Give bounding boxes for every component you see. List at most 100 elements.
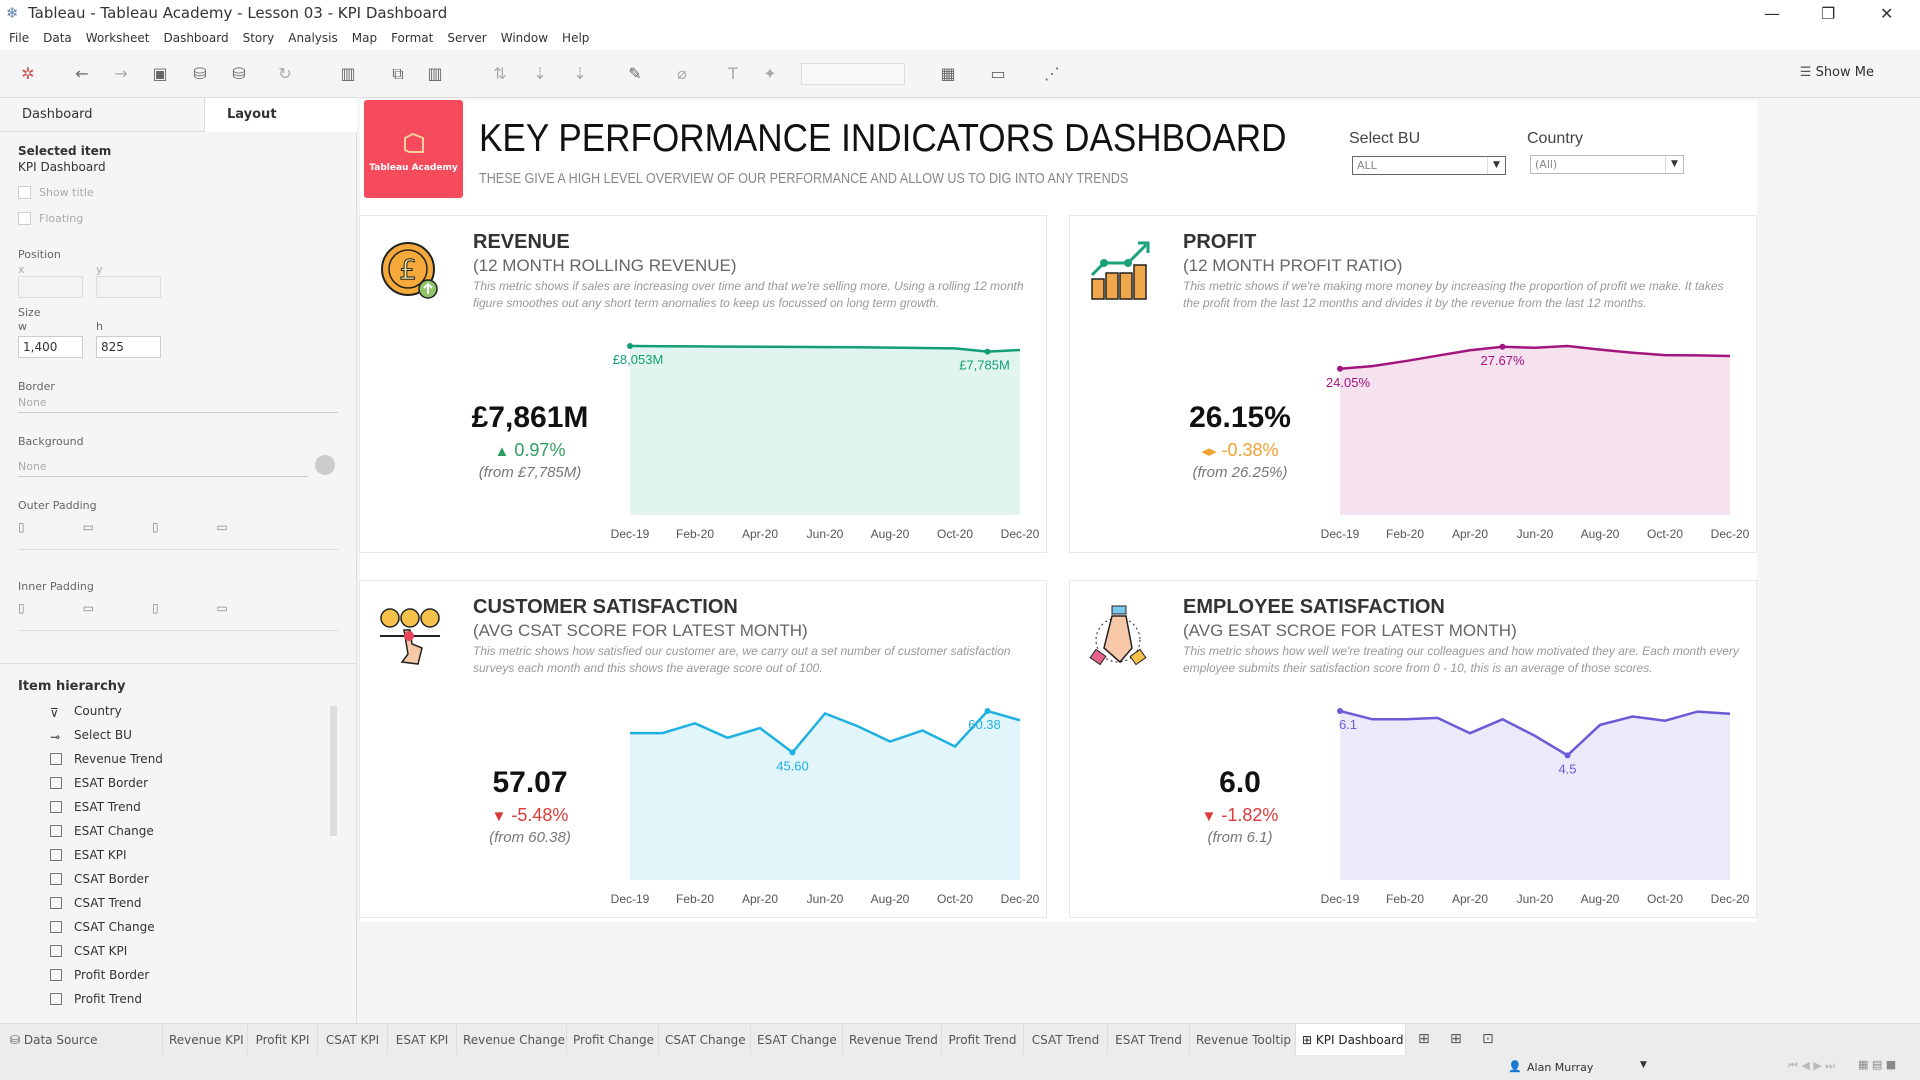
sheet-tab[interactable]: Profit KPI xyxy=(248,1024,318,1056)
data-point[interactable] xyxy=(1564,752,1571,759)
menu-file[interactable]: File xyxy=(9,31,30,45)
group-icon[interactable]: ⌀ xyxy=(677,64,687,83)
restore-button[interactable]: ❐ xyxy=(1821,4,1836,23)
country-dropdown[interactable]: (All) ▼ xyxy=(1530,155,1684,174)
show-title-checkbox[interactable] xyxy=(18,186,31,199)
hierarchy-item[interactable]: Profit Border xyxy=(50,968,149,982)
clear-sheet-icon[interactable]: ▥ xyxy=(427,64,443,83)
view-toggle-icons[interactable]: ▦ ▤ ■ xyxy=(1858,1058,1897,1071)
data-point[interactable] xyxy=(1337,708,1343,714)
data-point[interactable] xyxy=(984,708,991,714)
position-x-input[interactable] xyxy=(18,276,83,298)
new-story-tab-icon[interactable]: ⊡ xyxy=(1482,1031,1494,1047)
outer-padding-controls[interactable]: ▯▭▯▭ xyxy=(18,520,338,550)
trend-line[interactable] xyxy=(1339,344,1731,371)
hierarchy-item[interactable]: Profit Trend xyxy=(50,992,142,1006)
data-point[interactable] xyxy=(984,348,991,355)
tableau-home-icon[interactable]: ✲ xyxy=(21,64,35,83)
hierarchy-item[interactable]: Revenue Trend xyxy=(50,752,163,766)
menu-worksheet[interactable]: Worksheet xyxy=(85,31,150,45)
data-point[interactable] xyxy=(1499,343,1506,350)
trend-line[interactable] xyxy=(630,709,1021,755)
data-point[interactable] xyxy=(1337,365,1343,372)
sheet-tab[interactable]: CSAT Trend xyxy=(1024,1024,1108,1056)
labels-icon[interactable]: T xyxy=(728,64,738,83)
show-me-button[interactable]: ☰ Show Me xyxy=(1799,65,1874,80)
trend-line[interactable] xyxy=(629,344,1021,353)
new-datasource-icon[interactable]: ⛁ xyxy=(193,64,207,83)
fit-dropdown[interactable] xyxy=(801,63,905,85)
inner-padding-controls[interactable]: ▯▭▯▭ xyxy=(18,601,338,631)
width-input[interactable]: 1,400 xyxy=(18,336,83,358)
swap-icon[interactable]: ⇅ xyxy=(493,64,507,83)
menu-analysis[interactable]: Analysis xyxy=(288,31,338,45)
hierarchy-item[interactable]: ESAT Border xyxy=(50,776,148,790)
hierarchy-item[interactable]: CSAT Trend xyxy=(50,896,141,910)
back-icon[interactable]: ← xyxy=(75,64,89,83)
sheet-tab[interactable]: CSAT Change xyxy=(659,1024,751,1056)
hierarchy-item[interactable]: CSAT Change xyxy=(50,920,155,934)
show-cards-icon[interactable]: ▦ xyxy=(940,64,956,83)
refresh-icon[interactable]: ↻ xyxy=(278,64,292,83)
height-input[interactable]: 825 xyxy=(96,336,161,358)
sheet-tab[interactable]: ESAT Trend xyxy=(1108,1024,1190,1056)
sheet-tab[interactable]: CSAT KPI xyxy=(318,1024,388,1056)
pause-updates-icon[interactable]: ⛁ xyxy=(232,64,246,83)
sheet-tab[interactable]: Revenue Change xyxy=(457,1024,567,1056)
menu-map[interactable]: Map xyxy=(351,31,378,45)
hierarchy-item[interactable]: ESAT KPI xyxy=(50,848,127,862)
menu-server[interactable]: Server xyxy=(447,31,487,45)
duplicate-sheet-icon[interactable]: ⧉ xyxy=(392,64,404,83)
menu-format[interactable]: Format xyxy=(391,31,434,45)
floating-checkbox[interactable] xyxy=(18,212,31,225)
border-dropdown[interactable]: None xyxy=(18,396,338,413)
new-dashboard-tab-icon[interactable]: ⊞ xyxy=(1450,1031,1462,1047)
menu-dashboard[interactable]: Dashboard xyxy=(163,31,229,45)
background-color-swatch[interactable] xyxy=(315,455,335,475)
save-icon[interactable]: ▣ xyxy=(152,64,168,83)
tab-layout[interactable]: Layout xyxy=(205,98,357,132)
sheet-tab[interactable]: ESAT KPI xyxy=(388,1024,457,1056)
sheet-tab[interactable]: ESAT Change xyxy=(751,1024,843,1056)
x-tick-label: Jun-20 xyxy=(1517,527,1554,541)
sheet-tab[interactable]: Profit Change xyxy=(567,1024,659,1056)
pin-icon[interactable]: ✦ xyxy=(763,64,777,83)
background-dropdown[interactable]: None xyxy=(18,460,308,477)
close-button[interactable]: ✕ xyxy=(1880,4,1894,23)
sort-desc-icon[interactable]: ⇣ xyxy=(573,64,587,83)
select-bu-dropdown[interactable]: ALL ▼ xyxy=(1352,156,1506,175)
user-menu-chevron-icon[interactable]: ▼ xyxy=(1640,1060,1647,1070)
sort-asc-icon[interactable]: ⇣ xyxy=(533,64,547,83)
menu-data[interactable]: Data xyxy=(43,31,72,45)
sheet-tab[interactable]: Revenue Tooltip xyxy=(1190,1024,1296,1056)
sheet-nav-icons[interactable]: ⏮ ◀ ▶ ⏭ xyxy=(1788,1059,1836,1072)
menu-help[interactable]: Help xyxy=(562,31,590,45)
new-worksheet-icon[interactable]: ▥ xyxy=(340,64,356,83)
forward-icon[interactable]: → xyxy=(114,64,128,83)
trend-line[interactable] xyxy=(1339,709,1731,757)
hierarchy-item[interactable]: ESAT Change xyxy=(50,824,154,838)
presentation-icon[interactable]: ▭ xyxy=(990,64,1006,83)
new-worksheet-tab-icon[interactable]: ⊞ xyxy=(1418,1031,1430,1047)
hierarchy-scrollbar[interactable] xyxy=(330,706,337,836)
tab-dashboard[interactable]: Dashboard xyxy=(0,98,205,132)
hierarchy-item[interactable]: ⊸ Select BU xyxy=(50,728,132,744)
sheet-tab[interactable]: ⊞ KPI Dashboard xyxy=(1296,1024,1406,1056)
sheet-tab[interactable]: Revenue KPI xyxy=(163,1024,248,1056)
data-source-tab[interactable]: ⛁ Data Source xyxy=(0,1024,163,1056)
position-y-input[interactable] xyxy=(96,276,161,298)
menu-story[interactable]: Story xyxy=(242,31,275,45)
hierarchy-item[interactable]: ⊽ Country xyxy=(50,704,122,720)
data-point[interactable] xyxy=(627,343,633,349)
share-icon[interactable]: ⋰ xyxy=(1044,64,1060,83)
hierarchy-item[interactable]: CSAT KPI xyxy=(50,944,127,958)
data-point[interactable] xyxy=(789,749,796,756)
profit-trend-chart: 24.05% 27.67% Dec-19 Feb-20 Apr-20 Jun-20 Aug-… xyxy=(1321,343,1750,541)
sheet-tab[interactable]: Profit Trend xyxy=(942,1024,1024,1056)
hierarchy-item[interactable]: ESAT Trend xyxy=(50,800,141,814)
hierarchy-item[interactable]: CSAT Border xyxy=(50,872,149,886)
minimize-button[interactable]: — xyxy=(1764,4,1780,23)
highlight-icon[interactable]: ✎ xyxy=(628,64,642,83)
menu-window[interactable]: Window xyxy=(500,31,549,45)
sheet-tab[interactable]: Revenue Trend xyxy=(843,1024,942,1056)
